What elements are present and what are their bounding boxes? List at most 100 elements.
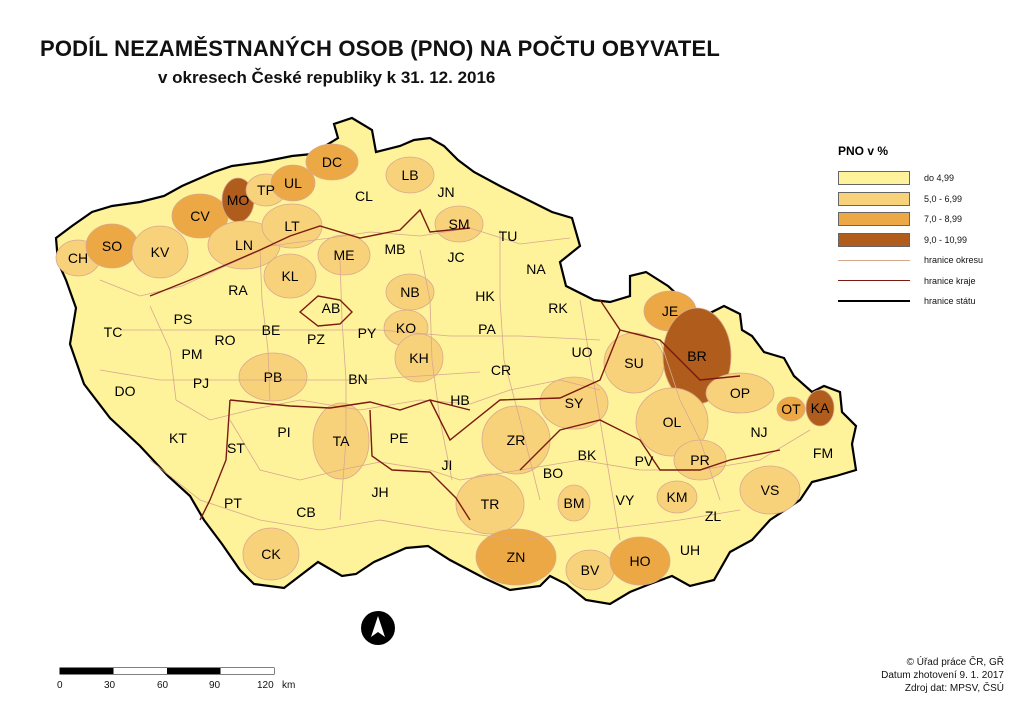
district-label-kv: KV <box>151 244 170 260</box>
legend-label: hranice kraje <box>924 275 976 286</box>
district-label-tr: TR <box>481 496 500 512</box>
scale-tick-label: 120 <box>257 680 274 691</box>
district-label-tu: TU <box>499 228 518 244</box>
district-label-su: SU <box>624 355 643 371</box>
district-label-ps: PS <box>174 311 193 327</box>
district-label-me: ME <box>334 247 355 263</box>
scale-bar <box>59 667 275 675</box>
legend-item: 5,0 - 6,99 <box>838 189 1018 210</box>
district-label-zr: ZR <box>507 432 526 448</box>
line-swatch <box>838 280 910 282</box>
legend: PNO v % do 4,99 5,0 - 6,99 7,0 - 8,99 9,… <box>838 144 1018 312</box>
credit-line: © Úřad práce ČR, GŘ <box>906 657 1004 668</box>
district-bm <box>557 484 591 522</box>
district-label-jc: JC <box>447 249 464 265</box>
district-label-vs: VS <box>761 482 780 498</box>
district-label-ck: CK <box>261 546 281 562</box>
district-label-mb: MB <box>385 241 406 257</box>
district-pb <box>238 352 308 402</box>
district-kv <box>131 225 189 279</box>
district-label-uh: UH <box>680 542 700 558</box>
district-label-pz: PZ <box>307 331 325 347</box>
district-label-bv: BV <box>581 562 600 578</box>
district-label-be: BE <box>262 322 281 338</box>
legend-item: hranice státu <box>838 291 1018 312</box>
scale-tick-label: 30 <box>104 680 116 691</box>
legend-label: do 4,99 <box>924 173 955 184</box>
district-kl <box>263 253 317 299</box>
district-label-ot: OT <box>781 401 801 417</box>
district-label-hk: HK <box>475 288 495 304</box>
district-label-ro: RO <box>215 332 236 348</box>
district-label-bm: BM <box>564 495 585 511</box>
district-label-pi: PI <box>277 424 290 440</box>
district-label-km: KM <box>667 489 688 505</box>
legend-label: 7,0 - 8,99 <box>924 214 963 225</box>
legend-swatch <box>838 212 910 227</box>
district-label-lt: LT <box>284 218 300 234</box>
district-label-nj: NJ <box>750 424 767 440</box>
district-dc <box>305 143 359 181</box>
district-label-py: PY <box>358 325 377 341</box>
legend-item: hranice okresu <box>838 250 1018 271</box>
district-label-pv: PV <box>635 453 654 469</box>
district-lb <box>385 156 435 194</box>
district-ol <box>635 387 709 457</box>
legend-label: 9,0 - 10,99 <box>924 234 968 245</box>
district-label-mo: MO <box>227 192 250 208</box>
district-label-do: DO <box>115 383 136 399</box>
map-title: PODÍL NEZAMĚSTNANÝCH OSOB (PNO) NA POČTU… <box>40 36 721 61</box>
district-label-sy: SY <box>565 395 584 411</box>
district-label-cb: CB <box>296 504 315 520</box>
credit-line: Datum zhotovení 9. 1. 2017 <box>881 670 1004 681</box>
district-label-uo: UO <box>572 344 593 360</box>
district-label-so: SO <box>102 238 122 254</box>
north-arrow-icon <box>361 611 395 645</box>
district-label-pa: PA <box>478 321 496 337</box>
legend-item: hranice kraje <box>838 271 1018 292</box>
district-label-pr: PR <box>690 452 709 468</box>
country-map <box>54 116 858 606</box>
legend-item: do 4,99 <box>838 168 1018 189</box>
district-label-rk: RK <box>548 300 568 316</box>
district-km <box>656 480 698 514</box>
district-label-pt: PT <box>224 495 242 511</box>
district-label-op: OP <box>730 385 750 401</box>
district-label-pb: PB <box>264 369 283 385</box>
district-label-br: BR <box>687 348 706 364</box>
district-vs <box>739 465 801 515</box>
credits: © Úřad práce ČR, GŘ Datum zhotovení 9. 1… <box>881 656 1004 695</box>
district-label-zl: ZL <box>705 508 722 524</box>
district-ho <box>609 536 671 586</box>
district-label-kl: KL <box>281 268 298 284</box>
scale-unit: km <box>282 680 296 691</box>
district-label-pj: PJ <box>193 375 209 391</box>
country-outline <box>54 116 858 606</box>
district-label-bo: BO <box>543 465 563 481</box>
district-label-hb: HB <box>450 392 469 408</box>
district-label-ul: UL <box>284 175 302 191</box>
district-label-jn: JN <box>437 184 454 200</box>
legend-swatch <box>838 232 910 247</box>
district-ot <box>776 396 806 422</box>
legend-item: 9,0 - 10,99 <box>838 230 1018 251</box>
district-label-cl: CL <box>355 188 373 204</box>
legend-label: hranice státu <box>924 296 976 307</box>
line-swatch <box>838 259 910 261</box>
line-swatch <box>838 300 910 303</box>
district-label-ji: JI <box>442 457 453 473</box>
district-label-dc: DC <box>322 154 342 170</box>
district-label-st: ST <box>227 440 245 456</box>
legend-label: hranice okresu <box>924 255 984 266</box>
district-ka <box>805 389 835 427</box>
district-tr <box>455 473 525 535</box>
district-kh <box>394 333 444 383</box>
scale-tick-label: 60 <box>157 680 169 691</box>
district-label-lb: LB <box>401 167 418 183</box>
district-me <box>317 234 371 276</box>
district-label-cv: CV <box>190 208 210 224</box>
district-ta <box>312 402 370 480</box>
district-zn <box>475 528 557 586</box>
district-label-tc: TC <box>104 324 123 340</box>
district-label-na: NA <box>526 261 546 277</box>
